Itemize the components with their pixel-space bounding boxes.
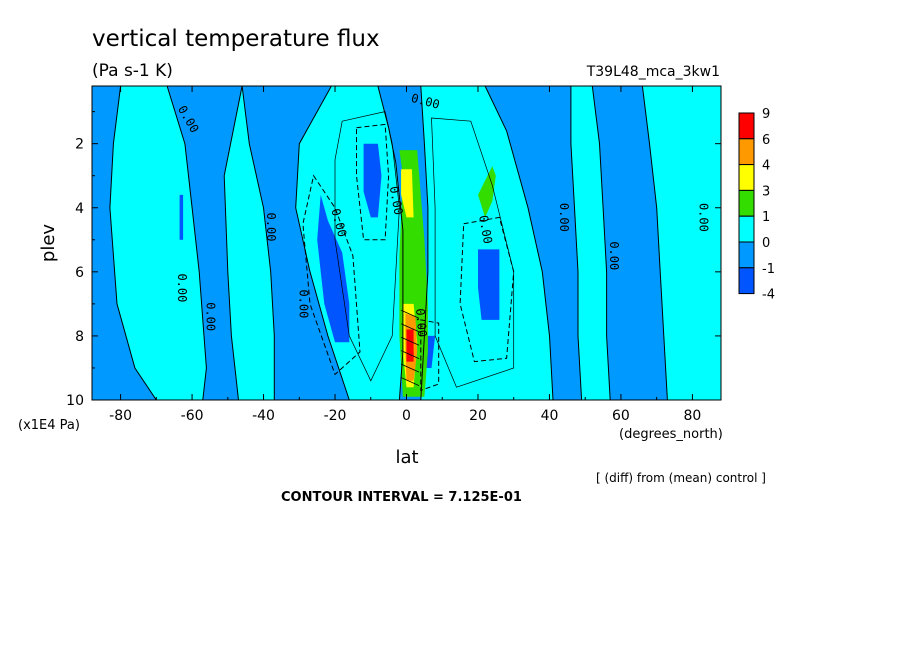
field-region-pos_weak: [224, 86, 275, 400]
field-region-neg_strong: [317, 194, 350, 343]
contour-label: 0.00: [80, 203, 94, 232]
colorbar-swatch: [738, 267, 755, 295]
field-region-neg_strong: [478, 249, 500, 320]
zero-contour-line: [109, 86, 207, 400]
colorbar-swatch: [738, 138, 755, 166]
x-tick-label: 80: [683, 408, 701, 424]
y-axis-label: plev: [38, 224, 59, 263]
x-tick-label: -60: [181, 408, 204, 424]
colorbar-label: 6: [762, 133, 770, 148]
x-axis: -80 -60 -40 -20 0 20 40 60 80: [109, 86, 701, 424]
x-units-label: (degrees_north): [619, 427, 723, 442]
field-region-pos_1: [478, 166, 496, 218]
x-tick-label: 0: [402, 408, 411, 424]
contour-label: 0.00: [175, 273, 189, 302]
y-units-label: (x1E4 Pa): [18, 418, 80, 433]
contour-label: 0.00: [264, 213, 278, 242]
contour-label: 0.00: [296, 289, 310, 318]
contour-label: 0.00: [607, 241, 621, 270]
x-tick-label: 60: [612, 408, 630, 424]
contour-label: 0.00: [557, 203, 571, 232]
equatorial-contour-line: [400, 309, 420, 319]
colorbar-label: -1: [762, 262, 775, 277]
equatorial-contour-line: [400, 363, 420, 373]
equatorial-contour-line: [400, 350, 420, 360]
x-axis-label: lat: [395, 447, 418, 468]
zero-contour-line: [570, 86, 611, 400]
field-region-pos_weak: [420, 86, 553, 400]
contour-label: 0.00: [697, 203, 711, 232]
footnote: [ (diff) from (mean) control ]: [596, 471, 766, 485]
contour-label: 0.00: [203, 302, 217, 331]
equatorial-contour-line: [400, 336, 420, 346]
field-region-neg_strong: [179, 194, 184, 240]
positive-contour-line: [334, 111, 400, 382]
x-tick-label: -40: [252, 408, 275, 424]
negative-contour-line: [356, 123, 390, 241]
y-tick-label: 6: [75, 265, 84, 281]
field-region-pos_weak: [109, 86, 207, 400]
colorbar-label: -4: [762, 288, 775, 303]
y-tick-label: 2: [75, 137, 84, 153]
zero-contour-line: [223, 86, 275, 400]
zero-contour-line: [420, 86, 554, 400]
y-tick-label: 4: [75, 201, 84, 217]
field-region-neg_strong: [363, 143, 382, 218]
colorbar-label: 4: [762, 159, 770, 174]
equatorial-contour-line: [400, 323, 420, 333]
negative-contour-line: [302, 174, 361, 376]
run-label: T39L48_mca_3kw1: [586, 64, 720, 80]
colorbar-label: 0: [762, 236, 770, 251]
colorbar-label: 1: [762, 210, 770, 225]
contour-label: 0.00: [413, 308, 429, 338]
negative-contour-line: [420, 319, 440, 392]
colorbar-swatch: [738, 215, 755, 243]
colorbar-label: 3: [762, 184, 770, 199]
negative-contour-line: [459, 216, 515, 363]
field-region-pos_3: [401, 169, 414, 218]
equatorial-contour-line: [400, 377, 420, 386]
colorbar-swatch: [738, 112, 755, 140]
colorbar-label: 9: [762, 107, 770, 122]
x-tick-label: -20: [324, 408, 347, 424]
contour-label: 0.00: [387, 185, 406, 216]
x-tick-label: -80: [109, 408, 132, 424]
y-tick-label: 8: [75, 329, 84, 345]
chart-title: vertical temperature flux: [92, 26, 380, 52]
positive-contour-line: [431, 117, 515, 388]
x-tick-label: 40: [541, 408, 559, 424]
plot-area: 0.00 0.00 0.00 0.00 0.00 0.00 0.00 0.00 0.00 0.00…: [80, 86, 721, 400]
colorbar-swatch: [738, 189, 755, 217]
colorbar: 9 6 4 3 1 0 -1 -4: [738, 107, 775, 303]
colorbar-swatch: [738, 164, 755, 191]
y-axis: 2 4 6 8 10: [66, 111, 721, 409]
field-region-pos_weak: [642, 86, 721, 400]
contour-label: 0.00: [476, 214, 495, 245]
y-tick-label: 10: [66, 393, 84, 409]
x-tick-label: 20: [469, 408, 487, 424]
chart-units: (Pa s-1 K): [92, 61, 173, 81]
colorbar-swatch: [738, 241, 755, 269]
contour-interval: CONTOUR INTERVAL = 7.125E-01: [281, 490, 522, 505]
zero-contour-line: [641, 86, 721, 400]
